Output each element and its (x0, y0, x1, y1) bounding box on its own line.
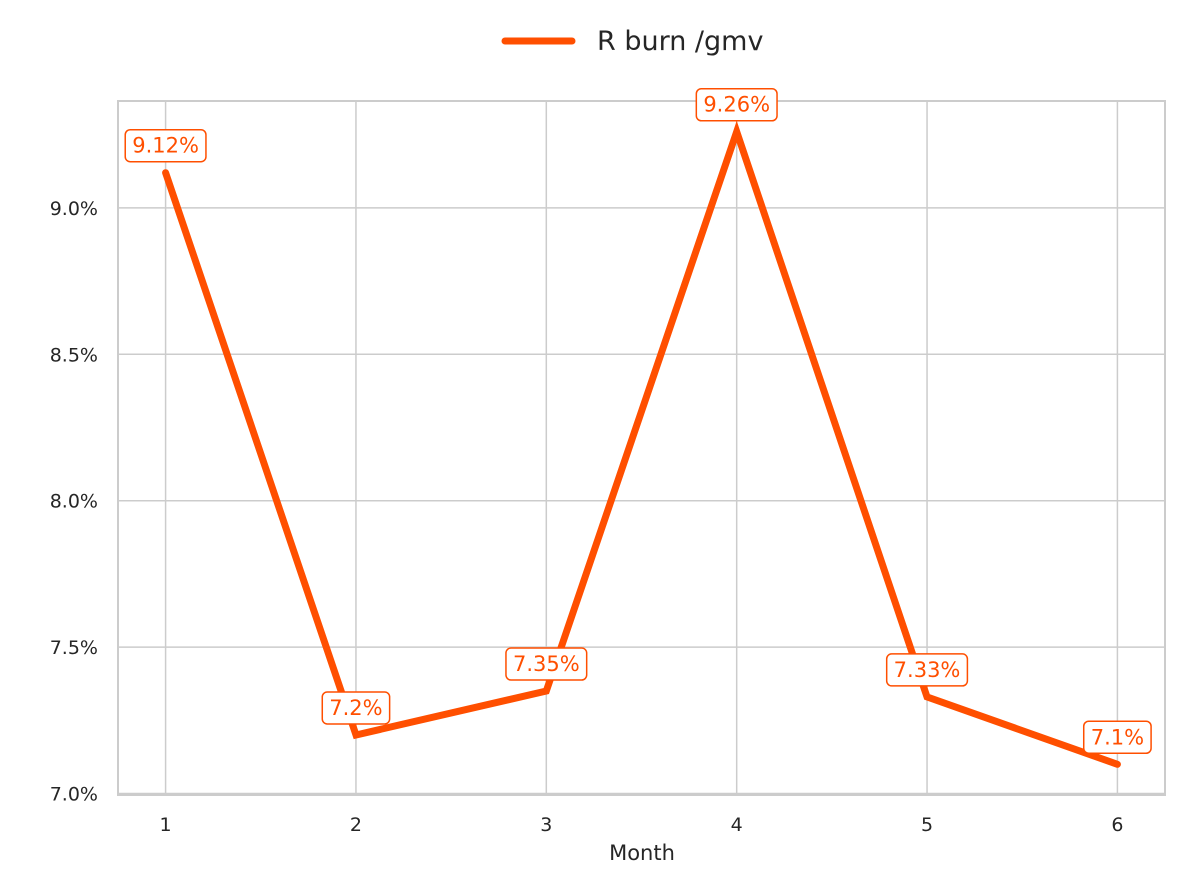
data-point (352, 731, 359, 738)
data-point (1114, 761, 1121, 768)
y-tick-label: 8.5% (50, 344, 98, 366)
data-labels: 9.12% 7.2% 7.35% 9.26% 7.33% 7.1% (124, 87, 1152, 755)
legend-label: R burn /gmv (597, 26, 763, 57)
data-label: 7.35% (505, 647, 588, 681)
data-point (924, 693, 931, 700)
data-label: 9.12% (124, 128, 207, 163)
series (162, 120, 1121, 768)
data-label-box (695, 87, 778, 122)
data-point (543, 688, 550, 695)
x-tick-label: 4 (731, 814, 743, 836)
data-label-box (505, 647, 588, 681)
data-point (162, 169, 169, 176)
data-label: 7.33% (885, 653, 969, 687)
y-tick-label: 8.0% (50, 491, 98, 513)
data-label-box (885, 653, 969, 687)
x-tick-label: 1 (160, 814, 172, 836)
data-label-box (321, 691, 391, 725)
y-tick-label: 7.0% (50, 784, 98, 806)
data-label: 9.26% (695, 87, 778, 122)
data-label: 7.1% (1082, 720, 1152, 755)
data-label-text: 7.35% (513, 652, 580, 676)
data-label-box (1082, 720, 1152, 755)
grid (118, 101, 1165, 795)
y-tick-label: 7.5% (50, 637, 98, 659)
x-tick-label: 3 (540, 814, 552, 836)
y-axis-ticks: 7.0% 7.5% 8.0% 8.5% 9.0% (50, 198, 98, 806)
data-label: 7.2% (321, 691, 391, 725)
data-label-text: 7.33% (894, 658, 961, 682)
series-line (162, 120, 1121, 768)
data-label-text: 9.26% (703, 93, 770, 117)
x-axis-title: Month (609, 841, 675, 865)
data-label-text: 7.2% (329, 696, 382, 720)
data-label-text: 7.1% (1091, 725, 1144, 749)
legend[interactable]: R burn /gmv (501, 26, 763, 57)
data-label-text: 9.12% (132, 134, 199, 158)
x-tick-label: 5 (921, 814, 933, 836)
x-axis-ticks: 1 2 3 4 5 6 (160, 814, 1124, 836)
x-tick-label: 6 (1111, 814, 1123, 836)
data-point (733, 128, 740, 135)
data-label-box (124, 128, 207, 163)
plot-frame (117, 100, 1166, 796)
x-tick-label: 2 (350, 814, 362, 836)
y-tick-label: 9.0% (50, 198, 98, 220)
